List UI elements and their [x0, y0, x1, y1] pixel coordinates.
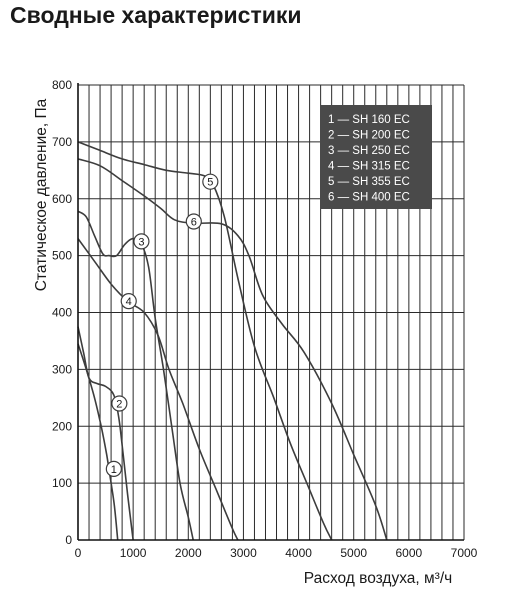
- y-tick-label: 300: [52, 362, 72, 376]
- legend-entry: 1 — SH 160 EC: [328, 114, 410, 126]
- y-tick-label: 800: [52, 78, 72, 92]
- x-axis-label: Расход воздуха, м³/ч: [304, 570, 452, 587]
- series-label-5: 5: [207, 177, 213, 189]
- series-marker-6: [185, 213, 202, 230]
- series-label-3: 3: [138, 236, 144, 248]
- y-tick-label: 200: [52, 419, 72, 433]
- series-line-1: [77, 343, 119, 541]
- series-marker-2: [111, 395, 128, 412]
- legend-entry: 2 — SH 200 EC: [328, 130, 410, 142]
- series-line-2: [77, 326, 134, 541]
- series-label-4: 4: [126, 296, 132, 308]
- axes: [77, 83, 464, 541]
- legend-entry: 5 — SH 355 EC: [328, 176, 410, 188]
- page-title: Сводные характеристики: [10, 2, 302, 28]
- series-line-6: [77, 158, 388, 541]
- series-marker-3: [133, 233, 150, 250]
- tick-labels: 0 1000 2000 3000 4000 5000 6000 7000 0 100 200 300 4…: [52, 78, 478, 560]
- series-line-4: [77, 238, 239, 541]
- x-tick-label: 7000: [451, 546, 478, 560]
- y-tick-label: 0: [65, 533, 72, 547]
- legend-entry: 4 — SH 315 EC: [328, 161, 410, 173]
- legend-entry: 3 — SH 250 EC: [328, 145, 410, 157]
- y-tick-label: 700: [52, 135, 72, 149]
- x-tick-label: 5000: [340, 546, 367, 560]
- legend: 1 — SH 160 EC 2 — SH 200 EC 3 — SH 250 EC 4…: [320, 105, 432, 209]
- series-layer: 1 2 3 4 5 6: [77, 141, 388, 541]
- y-tick-label: 500: [52, 249, 72, 263]
- x-tick-label: 3000: [230, 546, 257, 560]
- y-tick-label: 600: [52, 192, 72, 206]
- series-line-3: [77, 210, 194, 541]
- legend-entry: 6 — SH 400 EC: [328, 192, 410, 204]
- x-tick-label: 1000: [120, 546, 147, 560]
- legend-box: [320, 105, 432, 209]
- x-tick-label: 4000: [285, 546, 312, 560]
- series-label-1: 1: [111, 464, 117, 476]
- y-tick-label: 100: [52, 476, 72, 490]
- y-axis-label: Статическое давление, Па: [33, 98, 50, 291]
- series-marker-5: [202, 173, 219, 190]
- series-label-6: 6: [191, 217, 197, 229]
- x-tick-label: 2000: [175, 546, 202, 560]
- x-tick-label: 0: [75, 546, 82, 560]
- series-label-2: 2: [116, 399, 122, 411]
- y-tick-label: 400: [52, 306, 72, 320]
- series-marker-4: [120, 293, 137, 310]
- series-line-5: [77, 141, 333, 541]
- x-tick-label: 6000: [396, 546, 423, 560]
- series-marker-1: [105, 460, 122, 478]
